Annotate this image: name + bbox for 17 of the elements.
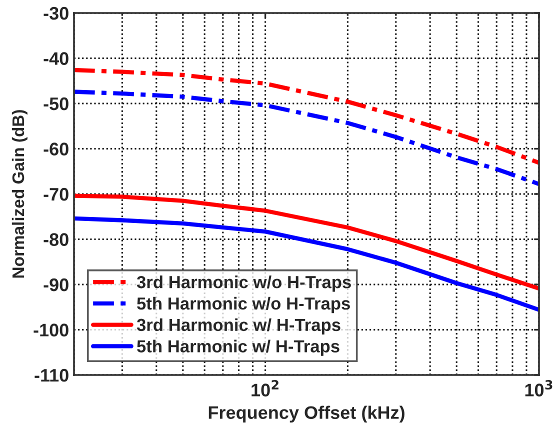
y-tick-label: -50 (44, 97, 68, 110)
y-tick-label: -30 (44, 6, 68, 20)
y-tick-label: -80 (44, 233, 68, 246)
x-tick-label: 10$^{2}$ (252, 380, 278, 396)
x-axis-title: Frequency Offset (kHz) (208, 406, 404, 423)
y-tick-label: -110 (34, 368, 68, 382)
legend-label: 5th Harmonic w/o H-Traps (137, 296, 350, 314)
x-tick-label: 10$^{3}$ (525, 380, 552, 396)
y-axis-title: Normalized Gain (dB) (12, 110, 28, 278)
y-tick-label: -60 (44, 142, 68, 156)
y-tick-label: -40 (44, 52, 68, 65)
y-tick-label: -70 (44, 188, 68, 201)
y-tick-label: -90 (44, 278, 68, 292)
legend-label: 5th Harmonic w/ H-Traps (137, 340, 340, 356)
legend-label: 3rd Harmonic w/o H-Traps (136, 276, 351, 292)
y-tick-label: -100 (34, 324, 68, 336)
legend-label: 3rd Harmonic w/ H-Traps (136, 318, 340, 335)
